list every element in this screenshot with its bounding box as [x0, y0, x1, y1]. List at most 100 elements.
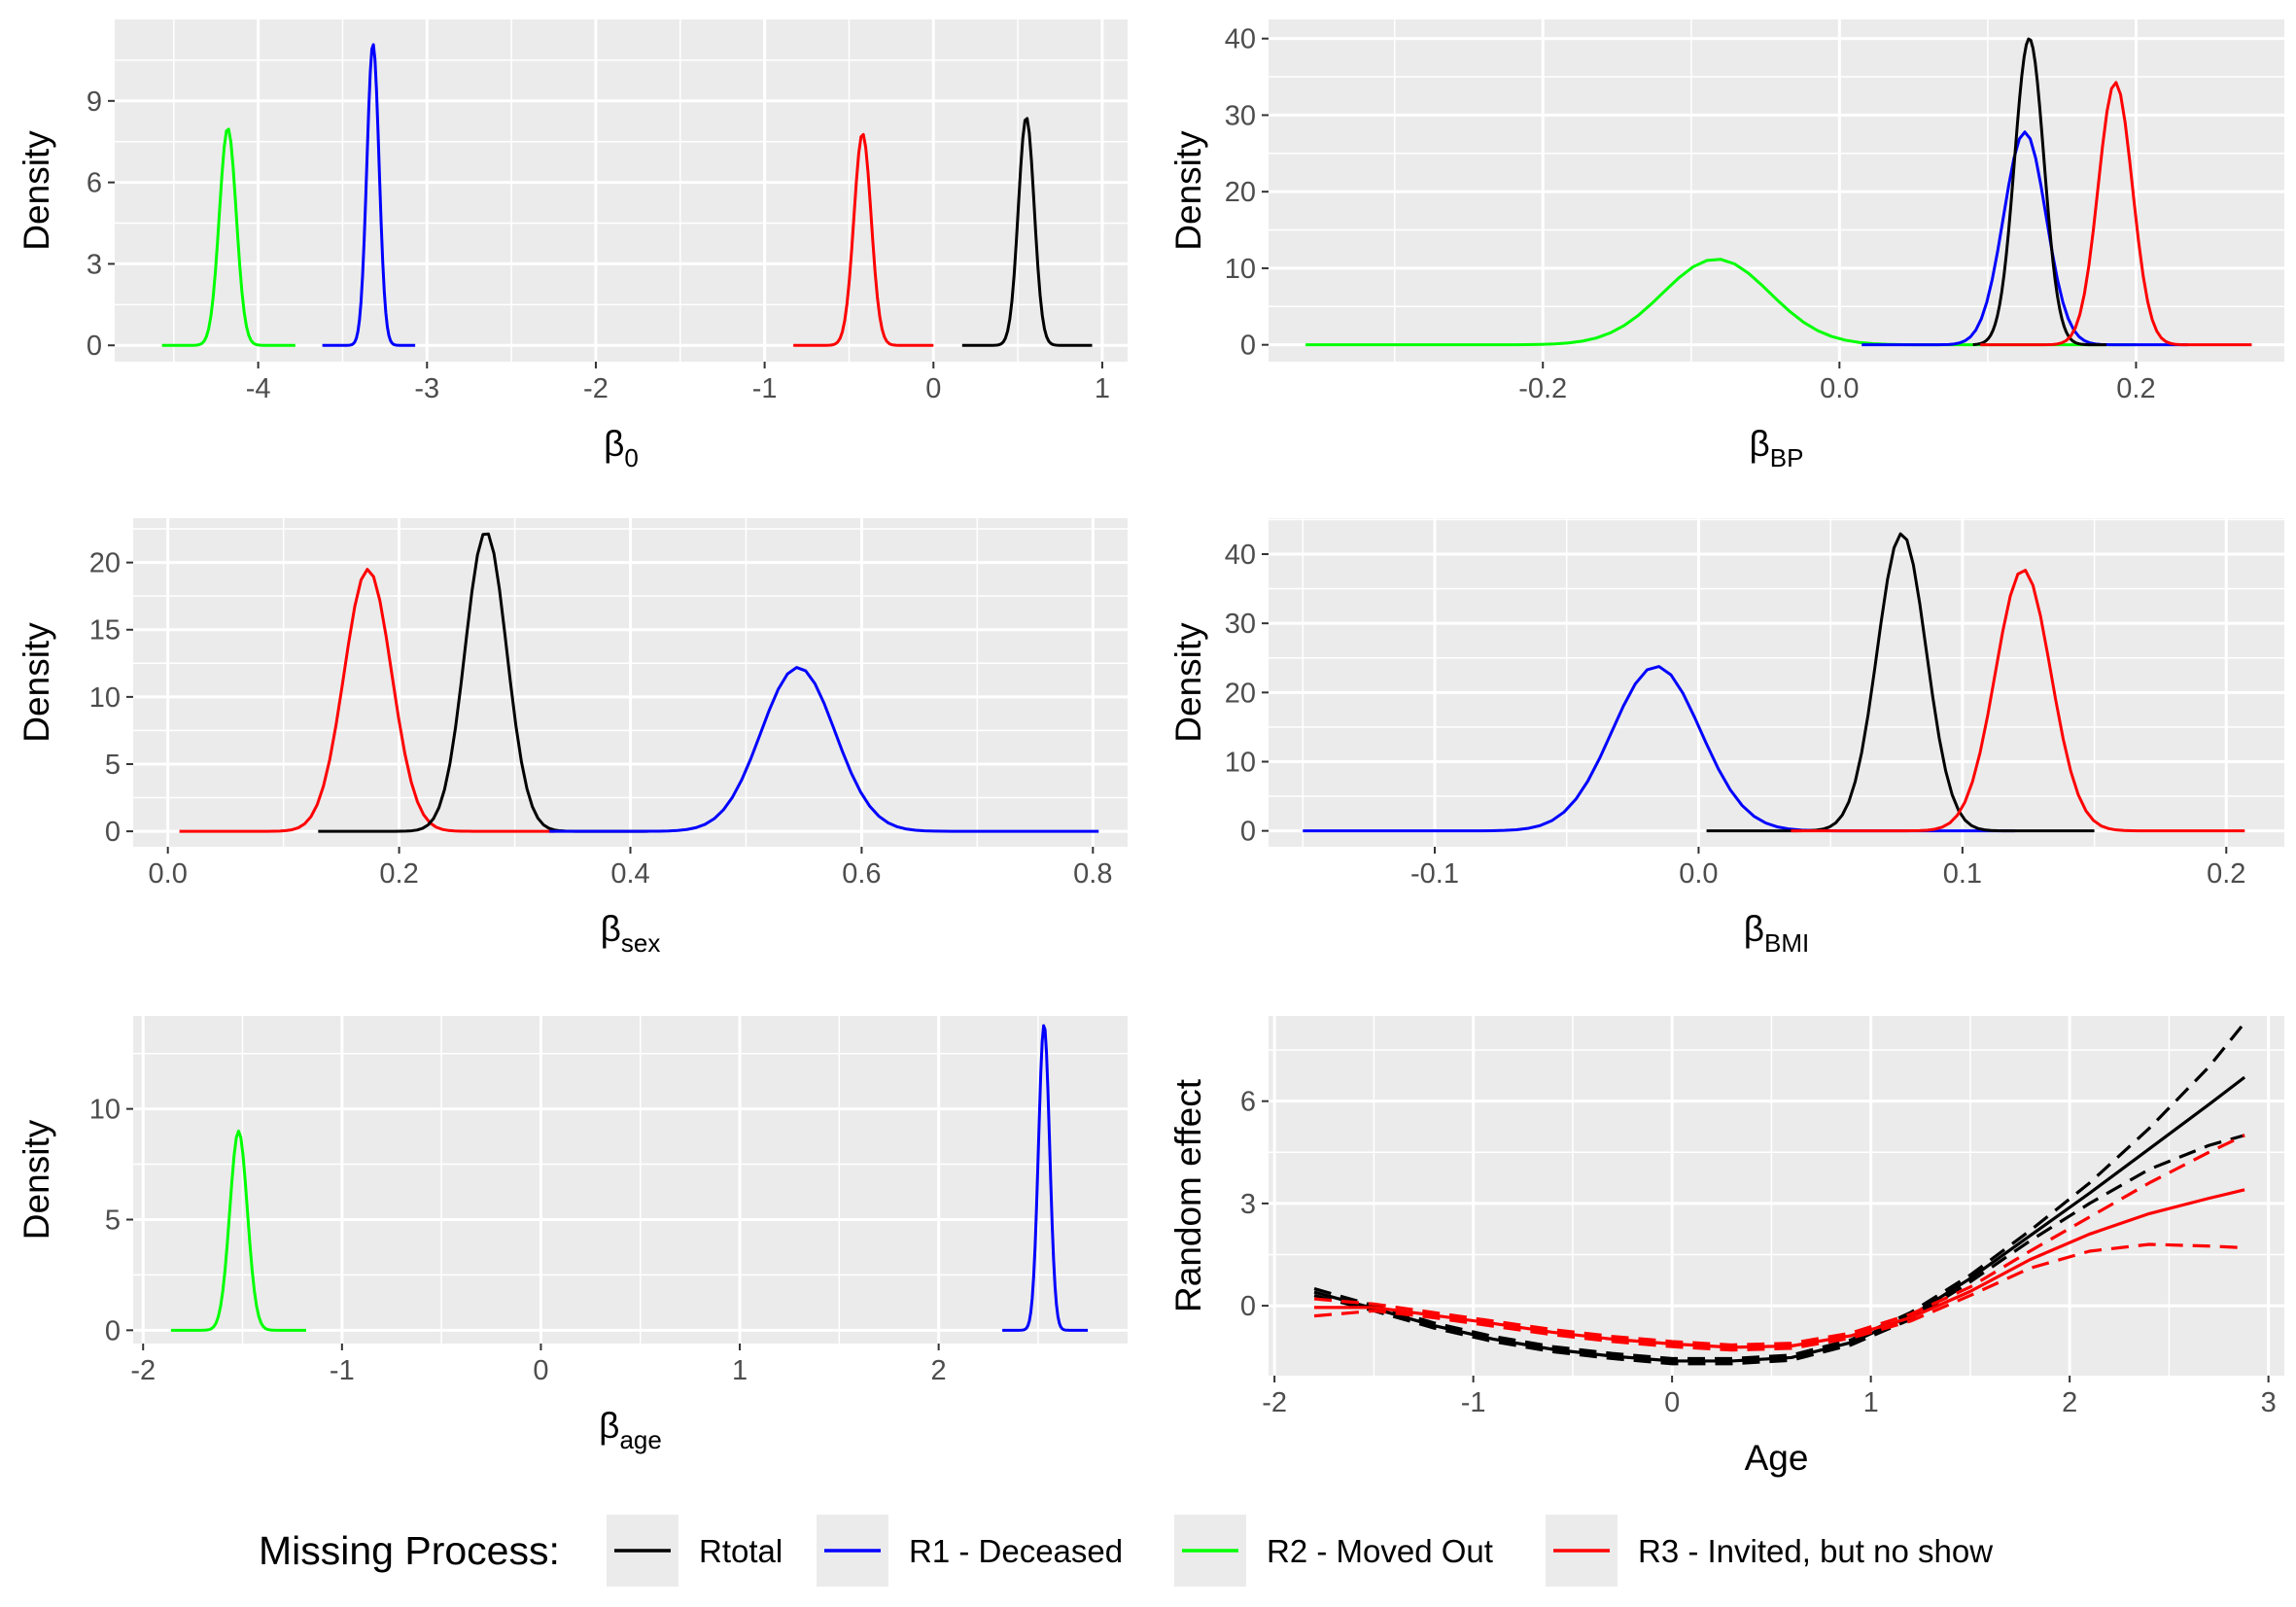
x-axis-title: βBMI	[1744, 909, 1810, 958]
y-tick-label: 10	[1225, 747, 1256, 778]
series-line-1	[322, 43, 416, 347]
series-line-2	[1791, 569, 2245, 833]
y-tick-label: 10	[89, 682, 121, 714]
data-layer	[170, 1024, 1089, 1332]
x-tick-label: -4	[246, 373, 271, 404]
x-tick-label: 0.0	[1820, 373, 1859, 404]
x-axis-title-main: β	[601, 909, 621, 949]
x-tick-label: -3	[414, 373, 439, 404]
series-line-4	[1313, 1242, 2245, 1352]
series-line-2	[549, 666, 1099, 833]
legend-entry-2: R2 - Moved Out	[1174, 1515, 1493, 1587]
y-tick-label: 30	[1225, 100, 1256, 131]
y-tick-label: 0	[105, 817, 121, 848]
y-tick-label: 15	[89, 615, 121, 646]
legend-entry-1: R1 - Deceased	[817, 1515, 1123, 1587]
x-axis-title-main: Age	[1745, 1438, 1809, 1478]
y-tick-label: 5	[105, 750, 121, 781]
series-line-0	[179, 568, 556, 833]
series-line-2	[793, 132, 934, 347]
y-tick-label: 0	[87, 331, 102, 362]
x-tick-label: 0.1	[1943, 858, 1982, 890]
x-axis-title-main: β	[599, 1406, 619, 1446]
series-line-5	[1314, 1188, 2245, 1349]
series-line-1	[1313, 1134, 2245, 1366]
x-tick-label: -1	[752, 373, 778, 404]
x-tick-label: -2	[130, 1355, 156, 1386]
y-tick-label: 20	[1225, 678, 1256, 709]
legend: Missing Process: Rtotal R1 - Deceased R2 -…	[259, 1515, 1993, 1587]
series-line-3	[961, 117, 1093, 347]
x-tick-label: 0.4	[610, 858, 649, 890]
x-tick-label: 0.2	[2207, 858, 2245, 890]
x-axis-title-main: β	[1750, 424, 1770, 464]
panel-background	[133, 1016, 1128, 1344]
x-tick-label: 0	[1664, 1387, 1680, 1418]
y-tick-label: 30	[1225, 609, 1256, 640]
panel-5: -2 -1 0 1 2 3 0 3 6 Age Random effect	[1168, 1016, 2284, 1478]
y-axis-title: Random effect	[1168, 1078, 1208, 1312]
panel-background	[115, 19, 1128, 362]
x-tick-label: 1	[1863, 1387, 1879, 1418]
x-axis-title-sub: 0	[624, 443, 638, 472]
y-tick-label: 6	[1240, 1087, 1256, 1118]
y-tick-label: 0	[1240, 1291, 1256, 1322]
x-tick-label: 0	[533, 1355, 548, 1386]
x-axis-title-sub: BP	[1770, 443, 1804, 472]
legend-entry-3: R3 - Invited, but no show	[1546, 1515, 1993, 1587]
y-tick-label: 20	[1225, 177, 1256, 208]
x-tick-label: 0.2	[2116, 373, 2155, 404]
panel-1: -0.2 0.0 0.2 0 10 20 30 40 βBP Density	[1168, 19, 2284, 472]
legend-label: R2 - Moved Out	[1267, 1533, 1493, 1569]
x-tick-label: -1	[330, 1355, 355, 1386]
data-layer	[161, 43, 1093, 347]
panel-2: 0.0 0.2 0.4 0.6 0.8 0 5 10 15 20 βsex Density	[17, 518, 1128, 958]
series-line-1	[1002, 1024, 1089, 1332]
x-tick-label: 0	[925, 373, 941, 404]
x-tick-label: -1	[1461, 1387, 1486, 1418]
x-axis-title-sub: age	[619, 1425, 661, 1454]
y-tick-label: 0	[1240, 817, 1256, 848]
y-tick-label: 10	[1225, 254, 1256, 285]
y-tick-label: 40	[1225, 24, 1256, 55]
legend-entries: Rtotal R1 - Deceased R2 - Moved Out R3 - In…	[607, 1515, 1993, 1587]
x-axis-title: βsex	[601, 909, 661, 958]
x-tick-label: 0.8	[1073, 858, 1112, 890]
series-line-0	[170, 1129, 306, 1332]
legend-label: R3 - Invited, but no show	[1638, 1533, 1993, 1569]
x-axis-title: βBP	[1750, 424, 1804, 472]
x-axis-title: βage	[599, 1406, 662, 1454]
data-layer	[1305, 37, 2252, 347]
x-axis-title: β0	[604, 424, 639, 472]
x-tick-label: 0.6	[842, 858, 881, 890]
x-tick-label: 2	[931, 1355, 947, 1386]
y-axis-title: Density	[17, 622, 56, 743]
data-layer	[1303, 532, 2245, 833]
y-axis-title: Density	[17, 1119, 56, 1240]
x-tick-label: 2	[2062, 1387, 2077, 1418]
y-tick-label: 0	[1240, 331, 1256, 362]
data-layer	[1313, 1022, 2246, 1366]
panel-background	[1269, 518, 2284, 847]
series-line-1	[1706, 532, 2095, 833]
x-axis-title: Age	[1745, 1438, 1809, 1478]
x-tick-label: 3	[2261, 1387, 2277, 1418]
x-tick-label: 0.0	[149, 858, 188, 890]
y-tick-label: 40	[1225, 540, 1256, 571]
x-tick-label: 1	[1095, 373, 1110, 404]
legend-entry-0: Rtotal	[607, 1515, 783, 1587]
data-layer	[179, 532, 1099, 833]
x-tick-label: -0.2	[1518, 373, 1567, 404]
x-axis-title-main: β	[1744, 909, 1764, 949]
series-line-2	[1313, 1075, 2246, 1363]
x-axis-title-sub: BMI	[1764, 928, 1809, 958]
y-tick-label: 0	[105, 1315, 121, 1346]
x-tick-label: -0.1	[1410, 858, 1459, 890]
y-tick-label: 3	[1240, 1189, 1256, 1220]
x-tick-label: 0.0	[1679, 858, 1718, 890]
series-line-3	[1980, 81, 2252, 347]
y-tick-label: 10	[89, 1095, 121, 1126]
